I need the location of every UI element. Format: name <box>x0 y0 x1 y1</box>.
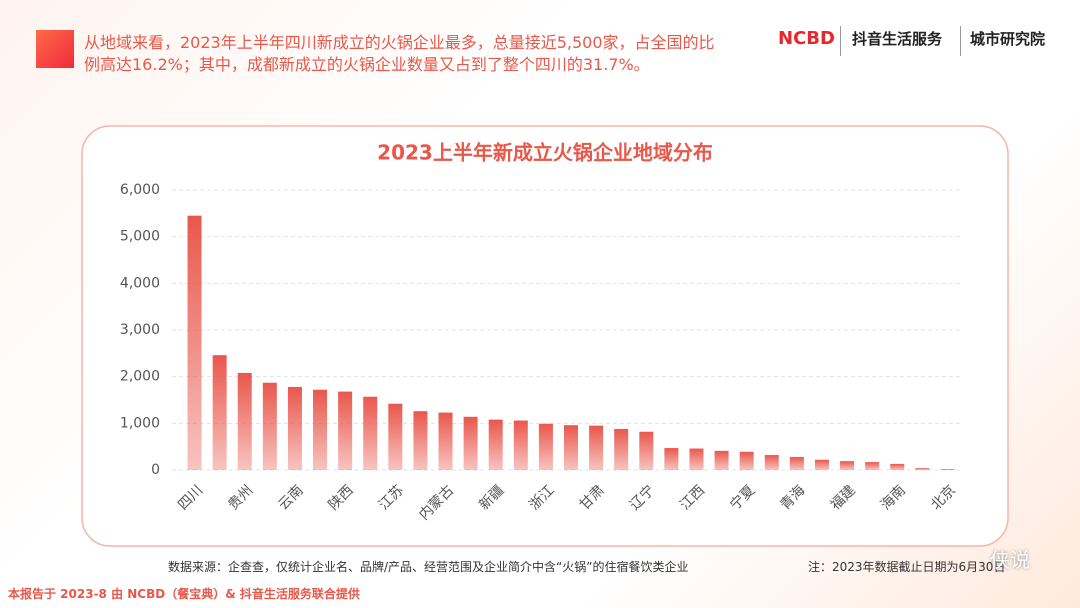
watermark: 侠说 <box>990 548 1030 572</box>
bar <box>814 459 829 470</box>
bar <box>187 215 202 470</box>
bar <box>890 463 905 470</box>
chart-title: 2023上半年新成立火锅企业地域分布 <box>377 141 713 165</box>
logo-institute: 城市研究院 <box>970 30 1046 48</box>
bar <box>438 412 453 470</box>
separator <box>840 26 841 56</box>
bar <box>237 372 252 470</box>
bar <box>212 355 227 470</box>
bar <box>614 428 629 470</box>
y-tick-label: 5,000 <box>120 229 160 245</box>
bar <box>463 416 478 470</box>
bar <box>262 382 277 470</box>
bar <box>840 461 855 470</box>
y-tick-label: 3,000 <box>120 322 160 338</box>
y-tick-label: 4,000 <box>120 275 160 291</box>
bar <box>764 455 779 470</box>
logo-ncbd: NCBD <box>778 28 835 49</box>
bar <box>789 456 804 470</box>
accent-square <box>36 30 74 68</box>
bar <box>714 450 729 470</box>
bar <box>338 391 353 470</box>
y-tick-label: 6,000 <box>120 182 160 198</box>
separator <box>960 26 961 56</box>
bar <box>564 425 578 470</box>
credit: 本报告于 2023-8 由 NCBD（餐宝典）& 抖音生活服务联合提供 <box>8 587 360 601</box>
bar <box>865 462 880 470</box>
bar <box>589 425 604 470</box>
bar <box>363 396 378 470</box>
bar <box>689 448 704 470</box>
bar <box>413 411 428 470</box>
bar <box>739 451 754 470</box>
bar <box>488 419 503 470</box>
bar <box>313 389 328 470</box>
intro-text: 从地域来看，2023年上半年四川新成立的火锅企业最多，总量接近5,500家，占全… <box>84 33 715 74</box>
bar <box>388 403 403 470</box>
bar <box>287 386 302 470</box>
bar <box>513 420 528 470</box>
bar <box>538 423 553 470</box>
y-tick-label: 0 <box>151 462 160 478</box>
y-tick-label: 1,000 <box>120 415 160 431</box>
bar <box>639 431 654 470</box>
bar <box>664 448 679 470</box>
date-note: 注：2023年数据截止日期为6月30日 <box>808 560 1006 574</box>
y-tick-label: 2,000 <box>120 369 160 385</box>
logo-douyin: 抖音生活服务 <box>852 30 943 48</box>
bar <box>915 468 930 470</box>
bar <box>940 469 955 470</box>
source-note: 数据来源：企查查，仅统计企业名、品牌/产品、经营范围及企业简介中含“火锅”的住宿… <box>168 560 689 574</box>
